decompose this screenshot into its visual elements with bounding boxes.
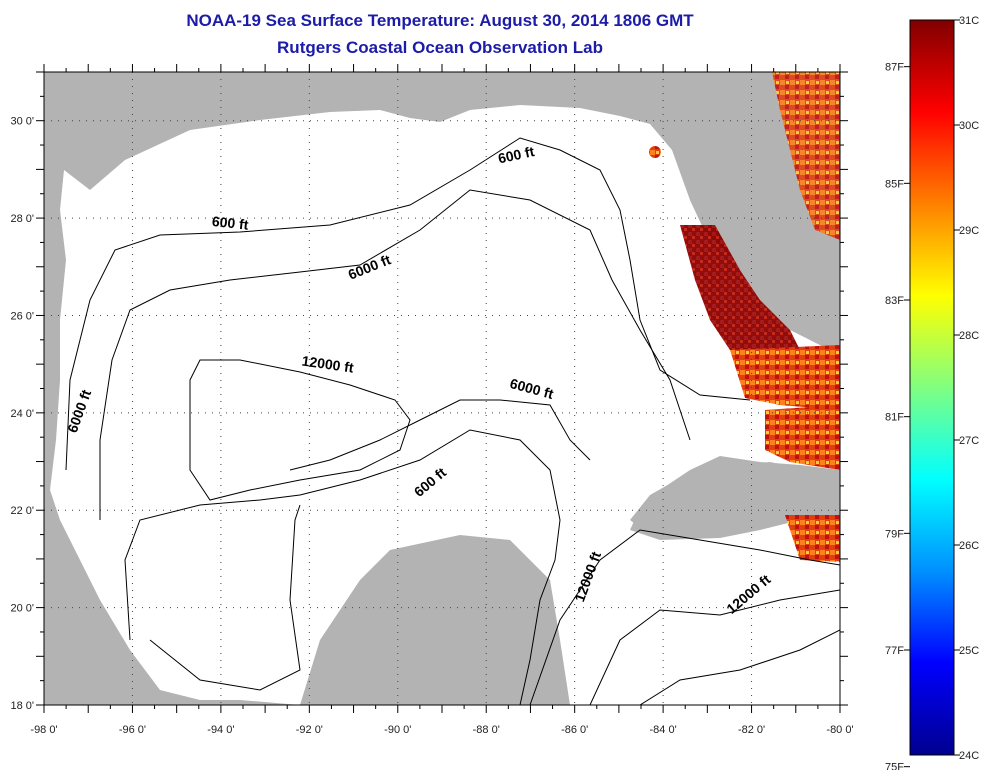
x-tick-label: -92 0'	[296, 724, 323, 736]
colorbar-label-c: 24C	[959, 750, 979, 762]
sst-swath-atlantic	[772, 72, 840, 240]
contour-caribbean-shelf	[639, 629, 840, 705]
colorbar-label-c: 26C	[959, 540, 979, 552]
contour-yucatan-shelf	[149, 504, 301, 691]
contour-label: 600 ft	[497, 143, 536, 166]
map-subtitle: Rutgers Coastal Ocean Observation Lab	[277, 38, 603, 57]
colorbar-label-f: 85F	[885, 178, 904, 190]
cuba-land	[630, 462, 840, 538]
contour-6000ft-west	[99, 189, 691, 520]
contour-label: 600 ft	[211, 213, 249, 233]
graticule	[44, 72, 840, 705]
sst-swath-straits	[765, 405, 840, 470]
colorbar-label-c: 29C	[959, 225, 979, 237]
contour-600ft-yucatan	[124, 429, 561, 705]
colorbar-label-f: 81F	[885, 412, 904, 424]
bathymetry-contours	[65, 137, 840, 705]
colorbar-label-c: 27C	[959, 435, 979, 447]
gulf-water	[50, 105, 840, 705]
y-tick-label: 18 0'	[10, 700, 34, 712]
y-tick-label: 28 0'	[10, 213, 34, 225]
x-tick-label: -90 0'	[384, 724, 411, 736]
x-tick-label: -96 0'	[119, 724, 146, 736]
x-tick-label: -82 0'	[738, 724, 765, 736]
contour-12000ft	[189, 359, 411, 501]
colorbar-label-f: 79F	[885, 528, 904, 540]
y-tick-label: 22 0'	[10, 505, 34, 517]
y-tick-label: 26 0'	[10, 310, 34, 322]
colorbar-label-c: 28C	[959, 330, 979, 342]
colorbar-ticks: 31C 30C 29C 28C 27C 26C 25C 24C 87F 85F 83F 81F 79F 7…	[885, 15, 979, 770]
colorbar-label-f: 87F	[885, 62, 904, 74]
contour-label: 12000 ft	[301, 353, 355, 376]
colorbar-gradient	[909, 19, 955, 756]
x-tick-label: -86 0'	[561, 724, 588, 736]
colorbar-label-c: 25C	[959, 645, 979, 657]
y-tick-label: 24 0'	[10, 408, 34, 420]
colorbar-label-f: 77F	[885, 645, 904, 657]
sst-swath-cuba-north	[785, 515, 840, 562]
sst-patch-bigbend	[649, 146, 661, 158]
colorbar-label-f: 75F	[885, 762, 904, 770]
x-tick-label: -84 0'	[650, 724, 677, 736]
x-tick-label: -88 0'	[473, 724, 500, 736]
map-title: NOAA-19 Sea Surface Temperature: August …	[186, 11, 694, 30]
axis-ticks: -98 0' -96 0' -94 0' -92 0' -90 0' -88 0' -86 …	[10, 64, 854, 736]
contour-600ft	[65, 137, 751, 471]
sst-swath-florida-shelf	[680, 225, 800, 360]
x-tick-label: -98 0'	[30, 724, 57, 736]
colorbar-label-c: 30C	[959, 120, 979, 132]
contour-12000ft-caribbean	[589, 589, 840, 705]
y-tick-label: 20 0'	[10, 603, 34, 615]
contour-12000ft-channel	[529, 529, 840, 705]
x-tick-label: -94 0'	[207, 724, 234, 736]
contour-6000ft-central	[289, 399, 591, 471]
sst-swath-keys	[730, 345, 840, 410]
yucatan-land	[300, 535, 570, 705]
colorbar-label-c: 31C	[959, 15, 979, 27]
y-tick-label: 30 0'	[10, 116, 34, 128]
x-tick-label: -80 0'	[826, 724, 853, 736]
colorbar-label-f: 83F	[885, 295, 904, 307]
